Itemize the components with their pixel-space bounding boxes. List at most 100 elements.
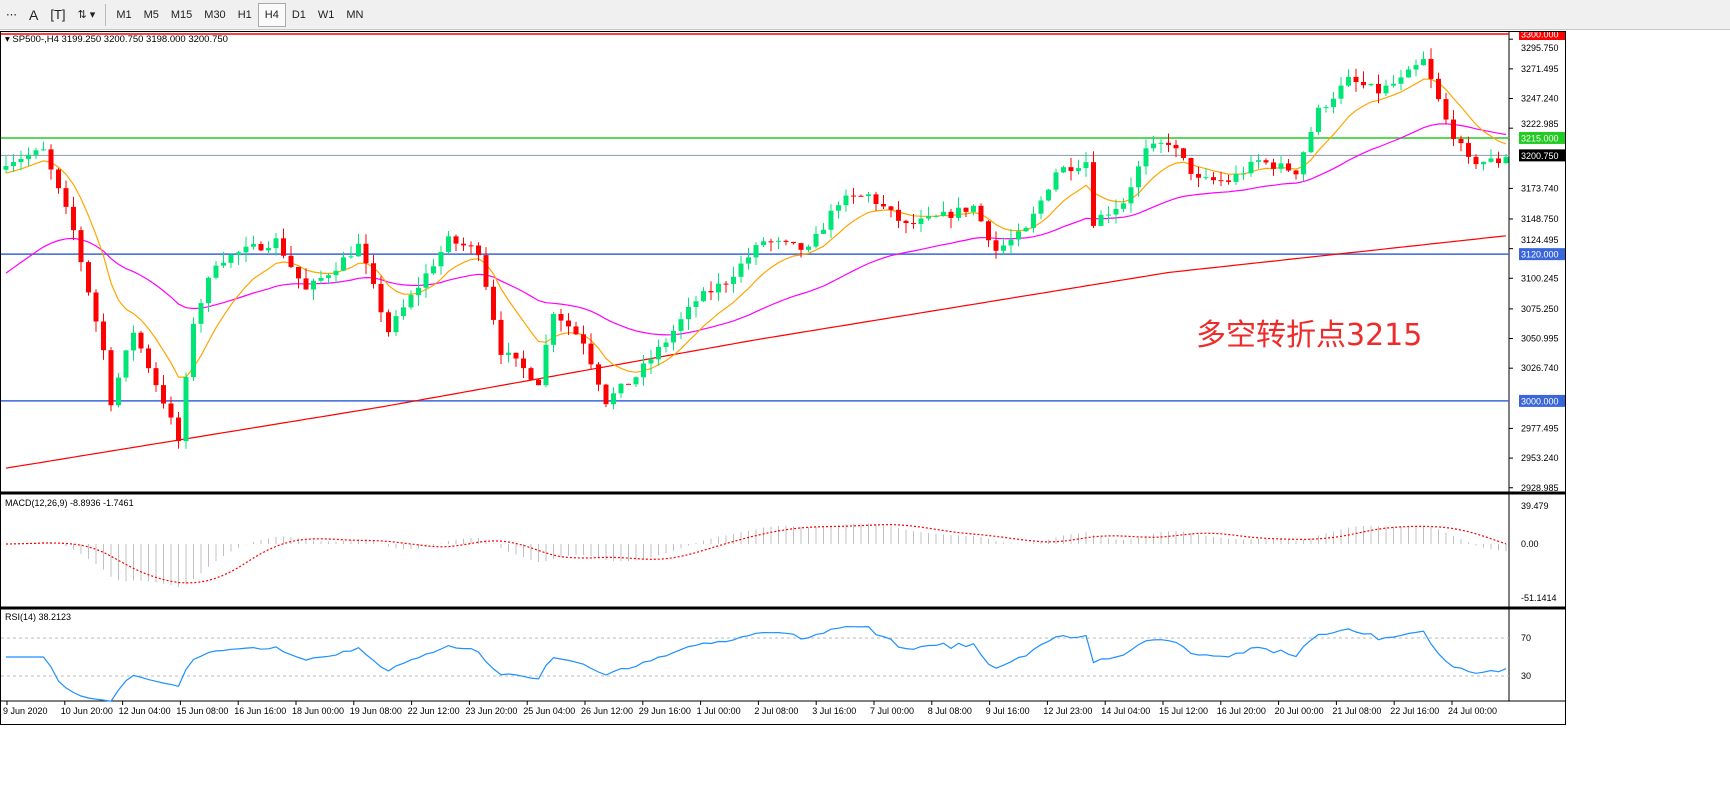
level-badge — [1519, 248, 1565, 261]
candle-body — [1301, 152, 1306, 175]
candle-body — [1338, 85, 1344, 99]
candle-body — [41, 149, 46, 151]
level-label: 3000.000 — [1521, 396, 1559, 406]
macd-axis-label: -51.1414 — [1521, 593, 1557, 603]
candle-body — [1203, 177, 1209, 179]
candle-body — [543, 344, 549, 386]
candle-body — [116, 377, 121, 406]
current-price-label: 3200.750 — [1521, 151, 1559, 161]
candle-body — [858, 195, 864, 197]
candle-body — [1376, 83, 1381, 94]
time-tick-label: 16 Jun 16:00 — [234, 706, 286, 716]
candle-body — [671, 330, 676, 343]
chart-window[interactable]: 3300.000 3215.000 3120.000 3000.000 3200.750… — [0, 28, 1566, 725]
candle-body — [408, 295, 414, 308]
timeframe-m30[interactable]: M30 — [204, 8, 226, 21]
time-tick-label: 12 Jul 23:00 — [1043, 706, 1092, 716]
candle-body — [911, 223, 916, 225]
timeframe-w1[interactable]: W1 — [317, 8, 335, 21]
candle-body — [1158, 142, 1164, 144]
candle-body — [1331, 98, 1336, 108]
candle-body — [131, 332, 136, 351]
time-tick-label: 9 Jun 2020 — [3, 706, 48, 716]
candle-body — [146, 348, 151, 369]
price-tick-label: 3222.985 — [1521, 119, 1559, 129]
candle-body — [446, 236, 451, 253]
candle-body — [386, 312, 391, 333]
annotation-text: 多空转折点3215 — [1196, 318, 1423, 353]
candle-body — [78, 230, 84, 263]
candle-body — [1316, 107, 1321, 132]
candle-body — [648, 359, 654, 364]
candle-body — [1248, 161, 1254, 174]
time-tick-label: 18 Jun 00:00 — [292, 706, 344, 716]
candle-body — [678, 319, 684, 331]
candle-body — [731, 276, 736, 284]
price-tick-label: 2928.985 — [1521, 483, 1559, 493]
candle-body — [776, 240, 781, 242]
candle-body — [873, 194, 879, 204]
period-separators-icon[interactable]: ⋯ — [6, 9, 17, 21]
candle-body — [1001, 245, 1006, 251]
price-tick-label: 3075.250 — [1521, 304, 1559, 314]
candle-body — [333, 270, 339, 276]
rsi-axis-label: 70 — [1521, 633, 1531, 643]
time-tick-label: 29 Jun 16:00 — [639, 706, 691, 716]
candle-body — [813, 233, 819, 247]
candle-body — [213, 265, 219, 278]
symbol-legend-text: SP500-,H4 3199.250 3200.750 3198.000 320… — [12, 34, 228, 45]
candle-body — [851, 195, 856, 197]
candle-body — [1473, 156, 1479, 165]
time-tick-label: 21 Jul 08:00 — [1332, 706, 1381, 716]
timeframe-mn[interactable]: MN — [346, 8, 364, 21]
candle-body — [438, 252, 444, 267]
candle-body — [56, 169, 61, 189]
candle-body — [1008, 239, 1014, 246]
candle-body — [453, 236, 459, 244]
candle-body — [18, 158, 24, 163]
level-badge — [1519, 394, 1565, 407]
candle-body — [161, 385, 166, 404]
candle-body — [1383, 85, 1389, 94]
timeframe-m1[interactable]: M1 — [116, 8, 132, 21]
candle-body — [1143, 148, 1149, 167]
candle-body — [71, 206, 76, 231]
toolbar: ⋯ A [T] ⇅ ▾ M1 M5 M15 M30 H1 H4 D1 W1 MN — [0, 0, 1730, 30]
candle-body — [536, 379, 541, 386]
arrows-icon[interactable]: ⇅ ▾ — [77, 9, 96, 21]
candle-body — [978, 205, 984, 222]
candle-body — [221, 262, 226, 266]
candle-body — [708, 291, 714, 293]
timeframe-h1[interactable]: H1 — [237, 8, 252, 21]
candle-body — [483, 255, 489, 287]
timeframe-m15[interactable]: M15 — [170, 8, 193, 21]
price-tick-label: 3050.995 — [1521, 334, 1559, 344]
time-tick-label: 10 Jun 20:00 — [61, 706, 113, 716]
text-label-icon[interactable]: [T] — [50, 7, 66, 22]
timeframe-d1[interactable]: D1 — [291, 8, 306, 21]
candle-body — [461, 243, 466, 246]
candle-body — [356, 243, 361, 257]
candle-body — [918, 218, 924, 225]
candle-body — [948, 211, 954, 218]
time-tick-label: 20 Jul 00:00 — [1275, 706, 1324, 716]
chart-canvas[interactable]: 3300.000 3215.000 3120.000 3000.000 3200.750… — [1, 28, 1565, 724]
candle-body — [1256, 160, 1261, 162]
candle-body — [1083, 162, 1089, 169]
candle-body — [1496, 158, 1501, 164]
timeframe-h4[interactable]: H4 — [257, 2, 286, 27]
candle-body — [626, 383, 631, 385]
candle-body — [1428, 59, 1434, 79]
candle-body — [633, 377, 639, 385]
candle-body — [1091, 162, 1096, 226]
text-icon[interactable]: A — [29, 6, 39, 23]
candle-body — [273, 238, 279, 249]
candle-body — [1038, 200, 1044, 214]
candle-body — [63, 188, 69, 207]
level-label: 3300.000 — [1521, 32, 1559, 40]
candle-body — [311, 280, 316, 290]
candle-body — [371, 263, 376, 284]
candle-body — [611, 393, 616, 405]
macd-label: MACD(12,26,9) -8.8936 -1.7461 — [5, 498, 134, 508]
timeframe-m5[interactable]: M5 — [143, 8, 159, 21]
